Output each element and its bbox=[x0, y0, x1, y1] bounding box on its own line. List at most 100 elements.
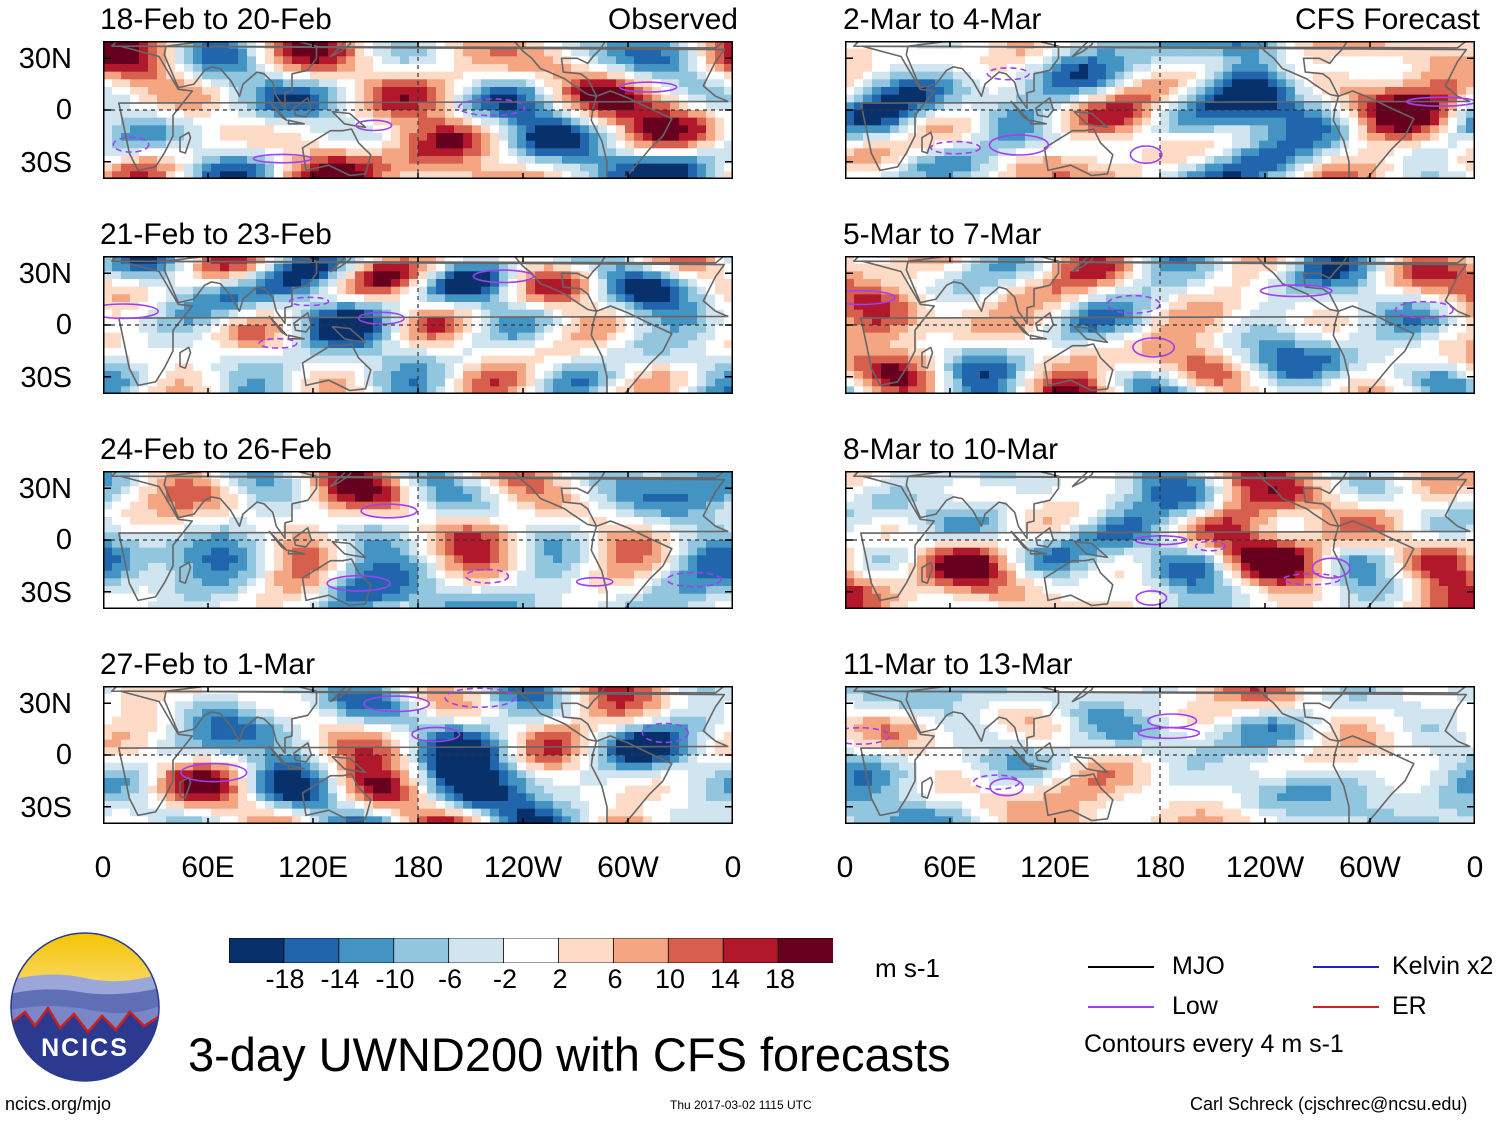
heatmap-cell bbox=[256, 148, 266, 157]
heatmap-cell bbox=[517, 325, 527, 334]
heatmap-cell bbox=[310, 355, 320, 364]
heatmap-cell bbox=[1439, 348, 1449, 357]
heatmap-cell bbox=[1151, 56, 1161, 65]
map-frame bbox=[103, 256, 733, 394]
heatmap-cell bbox=[166, 125, 176, 134]
heatmap-cell bbox=[238, 271, 248, 280]
heatmap-cell bbox=[238, 263, 248, 272]
heatmap-cell bbox=[382, 294, 392, 303]
heatmap-cell bbox=[580, 171, 590, 179]
heatmap-cell bbox=[598, 302, 608, 311]
heatmap-cell bbox=[1133, 140, 1143, 149]
heatmap-cell bbox=[1322, 348, 1332, 357]
heatmap-cell bbox=[917, 363, 927, 372]
heatmap-cell bbox=[1061, 340, 1071, 349]
heatmap-cell bbox=[1466, 294, 1475, 303]
heatmap-cell bbox=[283, 256, 293, 265]
heatmap-cell bbox=[872, 102, 882, 111]
heatmap-cell bbox=[229, 64, 239, 73]
heatmap-cell bbox=[1430, 156, 1440, 165]
heatmap-cell bbox=[1241, 355, 1251, 364]
heatmap-cell bbox=[382, 302, 392, 311]
heatmap-cell bbox=[962, 294, 972, 303]
heatmap-cell bbox=[346, 163, 356, 172]
heatmap-cell bbox=[1322, 64, 1332, 73]
heatmap-cell bbox=[1439, 294, 1449, 303]
heatmap-cell bbox=[544, 348, 554, 357]
heatmap-cell bbox=[1187, 48, 1197, 57]
heatmap-cell bbox=[1430, 355, 1440, 364]
heatmap-cell bbox=[1277, 355, 1287, 364]
heatmap-cell bbox=[1394, 363, 1404, 372]
heatmap-cell bbox=[1169, 348, 1179, 357]
heatmap-cell bbox=[854, 371, 864, 380]
heatmap-cell bbox=[238, 378, 248, 387]
heatmap-cell bbox=[1124, 148, 1134, 157]
heatmap-cell bbox=[562, 64, 572, 73]
heatmap-cell bbox=[1412, 294, 1422, 303]
heatmap-cell bbox=[364, 286, 374, 295]
heatmap-cell bbox=[1241, 64, 1251, 73]
heatmap-cell bbox=[1196, 117, 1206, 126]
heatmap-cell bbox=[1259, 355, 1269, 364]
heatmap-cell bbox=[598, 125, 608, 134]
heatmap-cell bbox=[1214, 263, 1224, 272]
heatmap-cell bbox=[643, 325, 653, 334]
heatmap-cell bbox=[454, 117, 464, 126]
heatmap-cell bbox=[1421, 64, 1431, 73]
heatmap-cell bbox=[121, 171, 131, 179]
heatmap-cell bbox=[1025, 110, 1035, 119]
heatmap-cell bbox=[1106, 163, 1116, 172]
heatmap-cell bbox=[1034, 48, 1044, 57]
heatmap-cell bbox=[1232, 125, 1242, 134]
heatmap-cell bbox=[1250, 56, 1260, 65]
heatmap-cell bbox=[337, 94, 347, 103]
heatmap-cell bbox=[193, 102, 203, 111]
heatmap-cell bbox=[1142, 263, 1152, 272]
heatmap-cell bbox=[1079, 156, 1089, 165]
heatmap-cell bbox=[1151, 156, 1161, 165]
heatmap-cell bbox=[652, 294, 662, 303]
heatmap-cell bbox=[935, 133, 945, 142]
heatmap-cell bbox=[1439, 263, 1449, 272]
heatmap-cell bbox=[1457, 348, 1467, 357]
heatmap-cell bbox=[112, 148, 122, 157]
heatmap-cell bbox=[715, 279, 725, 288]
heatmap-cell bbox=[661, 355, 671, 364]
heatmap-cell bbox=[1430, 332, 1440, 341]
heatmap-cell bbox=[148, 271, 158, 280]
heatmap-cell bbox=[1133, 171, 1143, 179]
heatmap-cell bbox=[337, 302, 347, 311]
heatmap-cell bbox=[1214, 148, 1224, 157]
heatmap-cell bbox=[1466, 140, 1475, 149]
heatmap-cell bbox=[373, 117, 383, 126]
heatmap-cell bbox=[310, 140, 320, 149]
heatmap-cell bbox=[1214, 64, 1224, 73]
heatmap-cell bbox=[890, 148, 900, 157]
heatmap-cell bbox=[544, 340, 554, 349]
heatmap-cell bbox=[1250, 348, 1260, 357]
heatmap-cell bbox=[157, 286, 167, 295]
heatmap-cell bbox=[845, 41, 855, 50]
heatmap-cell bbox=[1430, 87, 1440, 96]
heatmap-cell bbox=[643, 133, 653, 142]
heatmap-cell bbox=[1295, 340, 1305, 349]
heatmap-cell bbox=[962, 302, 972, 311]
heatmap-cell bbox=[1115, 271, 1125, 280]
heatmap-cell bbox=[980, 340, 990, 349]
heatmap-cell bbox=[872, 56, 882, 65]
heatmap-cell bbox=[292, 286, 302, 295]
heatmap-cell bbox=[697, 263, 707, 272]
heatmap-cell bbox=[427, 371, 437, 380]
heatmap-cell bbox=[400, 64, 410, 73]
heatmap-cell bbox=[373, 271, 383, 280]
heatmap-cell bbox=[526, 332, 536, 341]
heatmap-cell bbox=[1385, 332, 1395, 341]
heatmap-cell bbox=[535, 133, 545, 142]
heatmap-cell bbox=[193, 263, 203, 272]
heatmap-cell bbox=[1133, 325, 1143, 334]
heatmap-cell bbox=[346, 378, 356, 387]
heatmap-cell bbox=[881, 79, 891, 88]
heatmap-cell bbox=[328, 279, 338, 288]
heatmap-cell bbox=[935, 371, 945, 380]
